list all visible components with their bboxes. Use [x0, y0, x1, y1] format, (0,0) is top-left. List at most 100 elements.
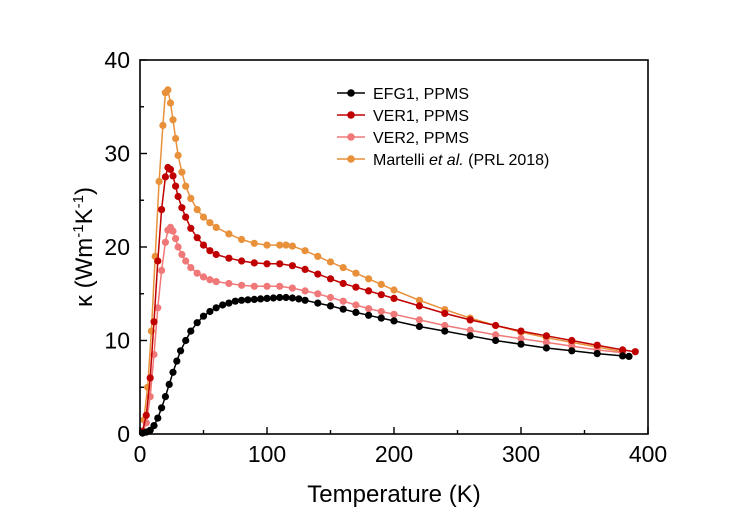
data-point — [295, 295, 303, 303]
data-point — [466, 316, 474, 324]
data-point — [326, 258, 335, 266]
data-point — [441, 327, 449, 335]
data-point — [282, 241, 290, 249]
series-line — [142, 296, 630, 434]
data-point — [250, 259, 258, 267]
data-point — [187, 327, 195, 335]
data-point — [352, 308, 360, 316]
legend-item: EFG1, PPMS — [337, 86, 469, 103]
data-point — [193, 206, 201, 214]
data-point — [390, 310, 398, 318]
data-point — [212, 304, 220, 312]
data-point — [225, 230, 233, 238]
data-point — [178, 204, 186, 212]
data-point — [288, 284, 296, 292]
data-point — [365, 305, 373, 313]
data-point — [390, 294, 398, 302]
data-point — [161, 393, 169, 401]
data-point — [301, 247, 309, 255]
series-2 — [138, 223, 627, 436]
data-point — [593, 350, 601, 358]
data-point — [169, 172, 177, 180]
data-point — [161, 238, 169, 246]
data-point — [390, 317, 398, 325]
data-point — [182, 336, 190, 345]
data-point — [466, 326, 474, 334]
data-point — [206, 219, 214, 227]
data-point — [542, 332, 551, 340]
data-point — [415, 302, 423, 310]
data-point — [619, 352, 627, 360]
data-point — [377, 314, 385, 322]
data-point — [250, 239, 258, 247]
data-point — [276, 241, 284, 249]
data-point — [169, 116, 177, 124]
data-point — [517, 340, 525, 348]
x-tick-label: 400 — [629, 441, 667, 467]
data-point — [517, 327, 525, 335]
data-point — [199, 241, 208, 249]
data-point — [206, 276, 214, 284]
data-point — [263, 294, 271, 302]
legend-item: VER2, PPMS — [337, 130, 469, 147]
data-point — [263, 282, 271, 290]
legend-marker — [347, 111, 355, 119]
data-point — [169, 368, 177, 376]
data-point — [154, 414, 162, 422]
data-point — [238, 281, 246, 289]
legend-marker — [347, 155, 355, 163]
data-point — [326, 275, 335, 283]
data-point — [492, 336, 500, 345]
data-point — [199, 312, 208, 320]
data-point — [377, 280, 385, 288]
data-point — [301, 265, 309, 273]
data-point — [172, 235, 180, 243]
data-point — [441, 321, 449, 330]
data-point — [238, 257, 246, 265]
data-point — [314, 290, 322, 298]
data-point — [199, 273, 208, 281]
data-point — [492, 321, 500, 330]
data-point — [415, 322, 423, 331]
y-tick-label: 30 — [104, 141, 130, 167]
data-point — [158, 206, 166, 214]
x-axis-title: Temperature (K) — [307, 481, 480, 508]
data-point — [193, 319, 201, 327]
data-point — [365, 311, 373, 319]
data-point — [212, 278, 220, 286]
data-point — [276, 293, 284, 302]
data-point — [159, 121, 167, 129]
data-point — [150, 422, 158, 430]
legend-label: EFG1, PPMS — [373, 86, 469, 103]
data-point — [250, 295, 258, 303]
data-point — [164, 86, 172, 94]
x-tick-label: 200 — [375, 441, 413, 467]
series-line — [141, 226, 623, 433]
data-point — [301, 287, 309, 295]
data-point — [199, 213, 208, 221]
data-point — [225, 279, 233, 288]
data-point — [276, 282, 284, 290]
legend-label: VER1, PPMS — [373, 108, 469, 125]
series-line — [141, 166, 636, 432]
data-point — [314, 299, 322, 307]
data-point — [593, 341, 601, 349]
y-tick-label: 0 — [117, 421, 130, 447]
data-point — [339, 305, 347, 313]
data-point — [250, 282, 258, 290]
data-point — [631, 348, 639, 356]
data-point — [193, 269, 201, 277]
data-point — [178, 250, 186, 259]
data-point — [231, 297, 239, 305]
data-point — [619, 346, 627, 354]
x-tick-label: 100 — [248, 441, 286, 467]
data-point — [377, 291, 385, 299]
data-point — [219, 301, 227, 309]
data-point — [187, 264, 195, 272]
data-point — [172, 182, 180, 190]
data-point — [257, 295, 265, 303]
data-point — [269, 294, 277, 302]
data-point — [625, 352, 633, 360]
legend: EFG1, PPMS VER1, PPMS VER2, PPMS Martelli e… — [337, 86, 549, 169]
